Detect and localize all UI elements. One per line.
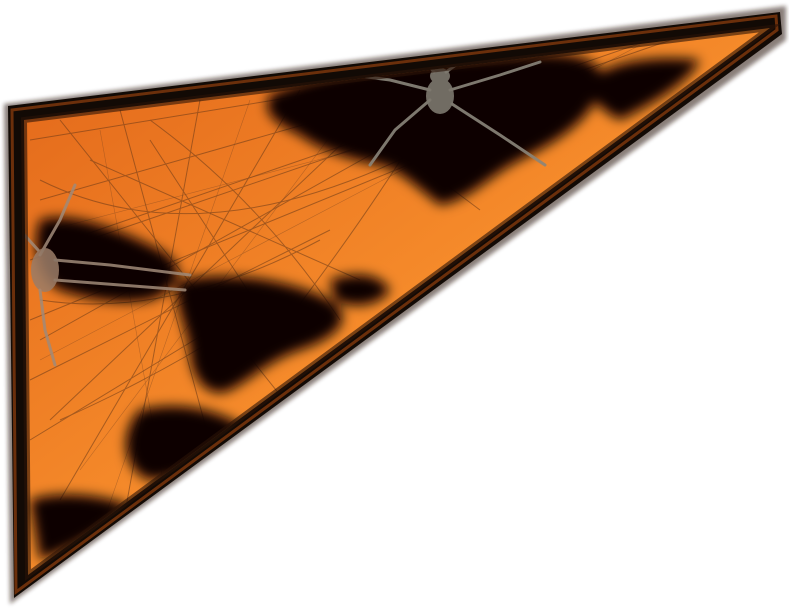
spider-icon: [24, 183, 192, 367]
panel-artwork: [24, 29, 701, 561]
shadow-blotches: [30, 53, 700, 560]
frame-rim: [10, 14, 779, 595]
